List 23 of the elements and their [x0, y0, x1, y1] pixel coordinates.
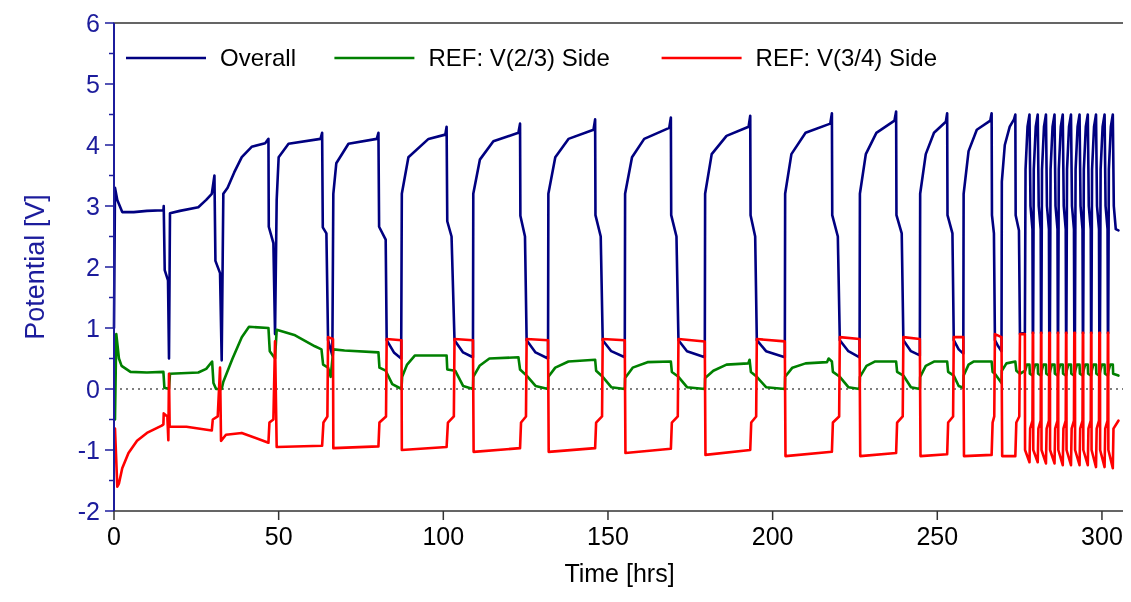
y-tick-label: 1 [86, 314, 100, 342]
y-tick-label: 0 [86, 375, 100, 403]
x-tick-label: 0 [107, 522, 121, 550]
x-tick-label: 300 [1081, 522, 1123, 550]
y-tick-label: 4 [86, 131, 101, 159]
x-tick-label: 50 [264, 522, 293, 550]
x-tick-label: 150 [587, 522, 629, 550]
legend-label: REF: V(3/4) Side [755, 44, 938, 71]
y-tick-label: -1 [77, 436, 100, 464]
y-tick-label: 3 [86, 192, 100, 220]
legend-label: Overall [220, 44, 297, 71]
x-tick-label: 200 [751, 522, 794, 550]
y-tick-label: 6 [86, 9, 100, 37]
y-axis-title: Potential [V] [20, 194, 50, 340]
x-tick-label: 250 [916, 522, 959, 550]
legend-label: REF: V(2/3) Side [428, 44, 610, 71]
line-series [113, 331, 1120, 488]
line-series [112, 110, 1120, 362]
y-tick-label: -2 [77, 497, 100, 525]
x-axis-title: Time [hrs] [564, 559, 675, 587]
y-tick-label: 5 [86, 70, 100, 98]
x-tick-label: 100 [422, 522, 465, 550]
y-tick-label: 2 [86, 253, 100, 281]
